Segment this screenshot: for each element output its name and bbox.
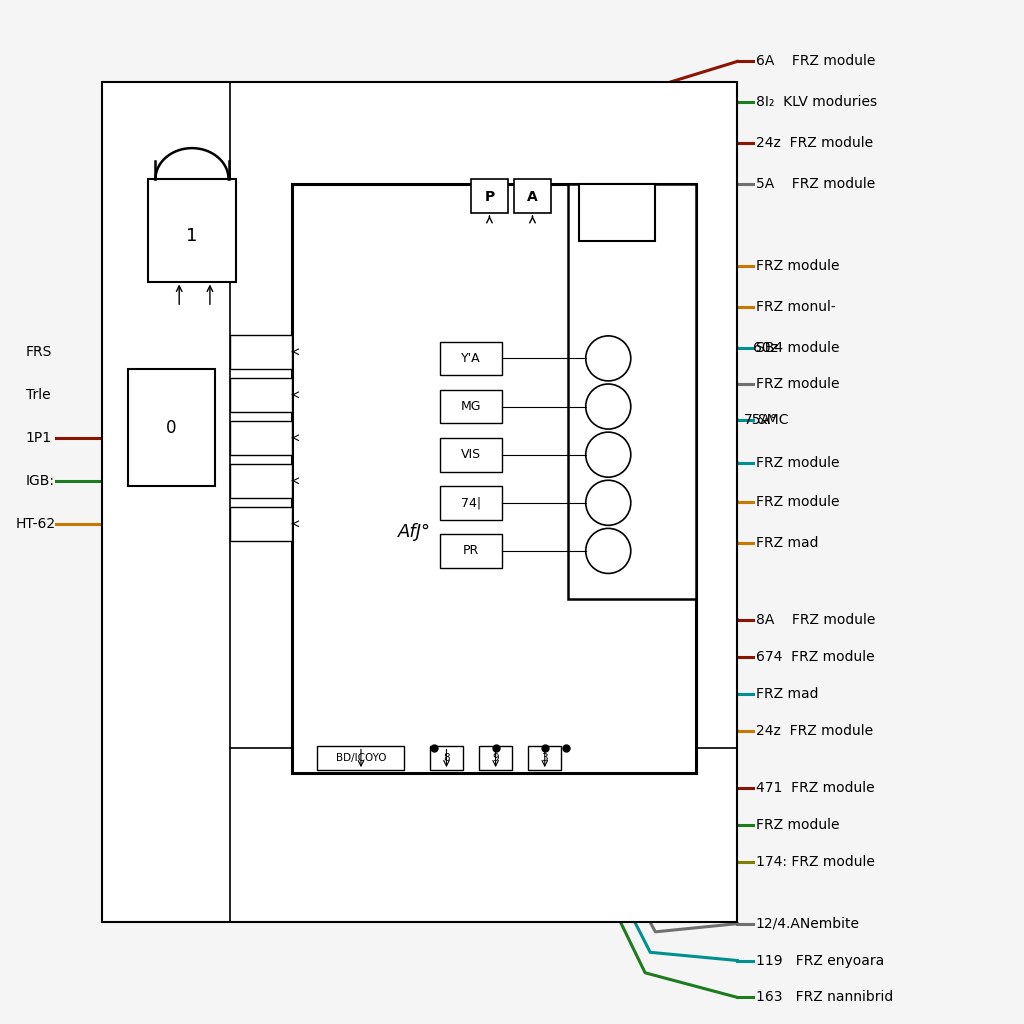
Text: FRZ module: FRZ module (756, 495, 840, 509)
Text: AfJ°: AfJ° (398, 523, 431, 542)
Text: Y'A: Y'A (461, 352, 481, 365)
Text: 8I₂  KLV moduries: 8I₂ KLV moduries (756, 95, 877, 110)
Bar (102, 82, 737, 922)
Bar (514, 179, 551, 213)
Text: &MC: &MC (756, 413, 788, 427)
Bar (528, 746, 561, 770)
Bar (292, 184, 696, 773)
Text: FRZ mad: FRZ mad (756, 536, 818, 550)
Text: IGB:: IGB: (26, 474, 54, 488)
Text: BD/ICOYO: BD/ICOYO (336, 754, 386, 763)
Bar (440, 486, 502, 520)
Text: FRZ monul-: FRZ monul- (756, 300, 836, 314)
Text: Trle: Trle (26, 388, 50, 402)
Bar (568, 184, 696, 599)
Bar (479, 746, 512, 770)
Text: 12/4.ANembite: 12/4.ANembite (756, 916, 860, 931)
Text: 1P1: 1P1 (26, 431, 52, 445)
Text: SB4 module: SB4 module (756, 341, 840, 355)
Text: HT-62: HT-62 (15, 517, 55, 531)
Text: 9: 9 (493, 754, 499, 763)
Text: 674  FRZ module: 674 FRZ module (756, 650, 874, 665)
Text: P: P (484, 189, 495, 204)
Text: 1: 1 (186, 226, 198, 245)
Bar (230, 507, 292, 541)
Bar (440, 341, 502, 375)
Bar (230, 464, 292, 498)
Text: 75A°: 75A° (743, 413, 777, 427)
Text: A: A (527, 189, 538, 204)
Text: 6A    FRZ module: 6A FRZ module (756, 54, 876, 69)
Text: FRZ module: FRZ module (756, 456, 840, 470)
Bar (471, 179, 508, 213)
Text: PR: PR (463, 545, 479, 557)
Text: FRZ module: FRZ module (756, 818, 840, 833)
Text: 24z  FRZ module: 24z FRZ module (756, 136, 872, 151)
Text: 74|: 74| (461, 497, 481, 509)
Text: 163   FRZ nannibrid: 163 FRZ nannibrid (756, 990, 893, 1005)
Text: 5A    FRZ module: 5A FRZ module (756, 177, 874, 191)
Text: 8A    FRZ module: 8A FRZ module (756, 612, 876, 627)
Text: 174: FRZ module: 174: FRZ module (756, 855, 874, 869)
Text: FRZ mad: FRZ mad (756, 687, 818, 701)
Text: VIS: VIS (461, 449, 481, 461)
Text: FRZ module: FRZ module (756, 259, 840, 273)
Bar (317, 746, 404, 770)
Text: 3: 3 (542, 754, 548, 763)
Bar (440, 535, 502, 567)
Bar (230, 378, 292, 412)
Bar (230, 335, 292, 369)
Text: 0: 0 (166, 419, 177, 436)
Text: MG: MG (461, 400, 481, 413)
Text: 471  FRZ module: 471 FRZ module (756, 781, 874, 796)
Bar (230, 421, 292, 455)
Bar (440, 437, 502, 471)
Bar (148, 179, 236, 282)
Text: 8: 8 (443, 754, 450, 763)
Bar (440, 389, 502, 424)
Bar (128, 369, 215, 486)
Bar (579, 184, 655, 241)
Text: 119   FRZ enyoara: 119 FRZ enyoara (756, 953, 884, 968)
Bar (430, 746, 463, 770)
Text: 60z: 60z (753, 341, 777, 355)
Text: FRZ module: FRZ module (756, 377, 840, 391)
Text: FRS: FRS (26, 345, 52, 359)
Text: 24z  FRZ module: 24z FRZ module (756, 724, 872, 738)
